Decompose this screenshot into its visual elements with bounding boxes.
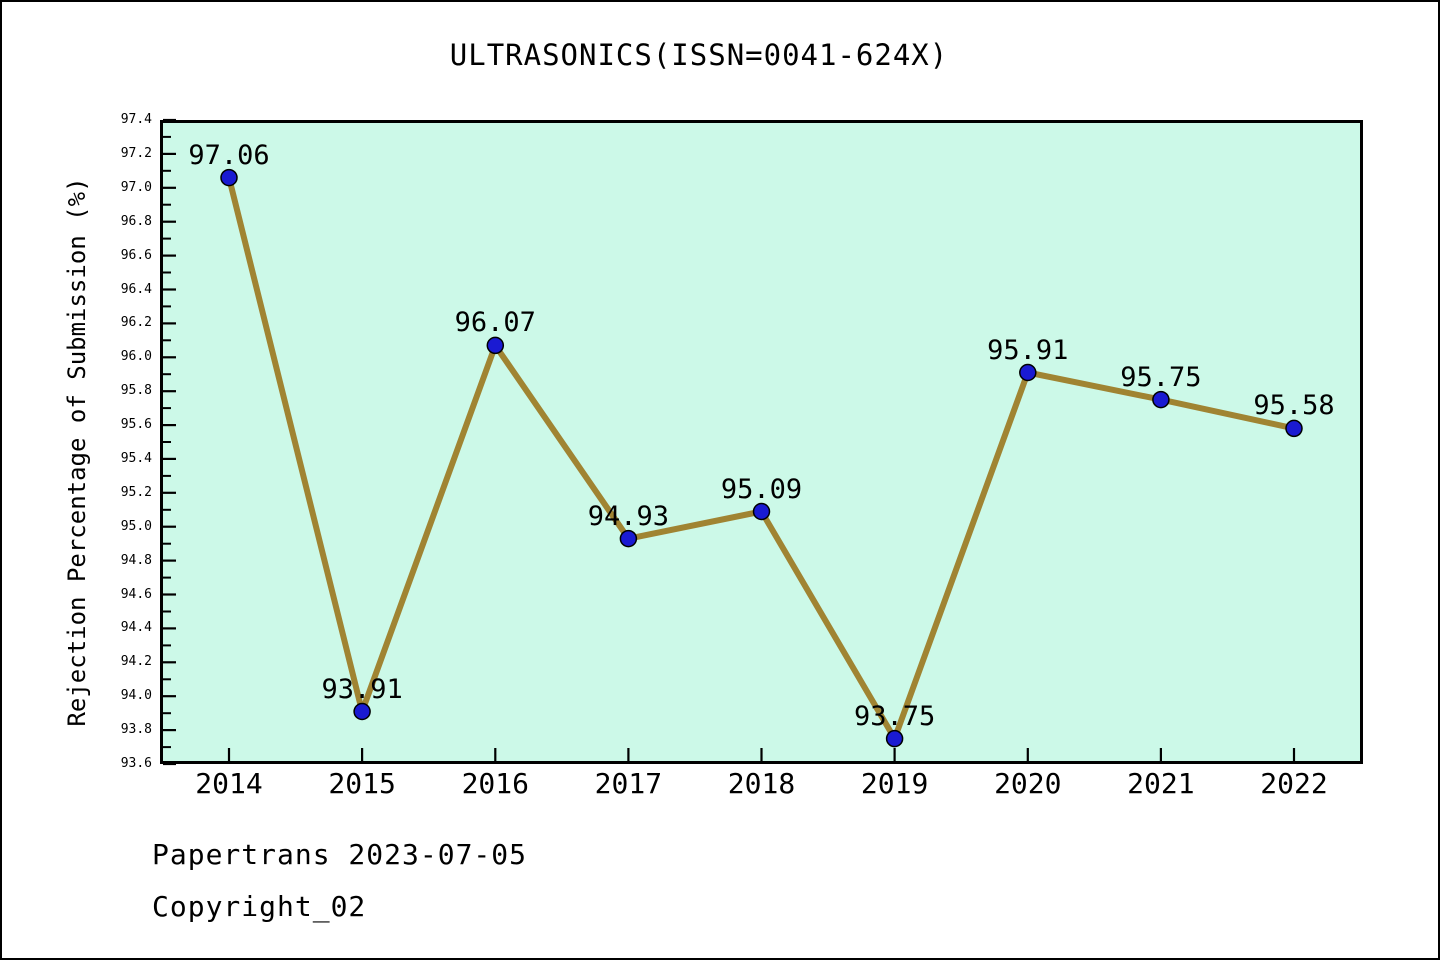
y-tick-label: 93.8: [120, 722, 152, 738]
point-label: 95.91: [987, 334, 1069, 366]
y-tick-label: 97.4: [120, 112, 152, 127]
point-label: 95.58: [1253, 390, 1335, 422]
y-tick-label: 96.4: [120, 281, 152, 297]
y-tick-label: 95.2: [120, 484, 152, 500]
point-label: 96.07: [454, 307, 536, 339]
y-tick-label: 93.6: [120, 756, 152, 771]
y-tick-label: 95.6: [120, 417, 152, 433]
y-tick-label: 94.4: [120, 620, 152, 636]
footer-line-1: Papertrans 2023-07-05: [152, 838, 528, 871]
x-tick-label: 2017: [594, 767, 663, 800]
point-label: 94.93: [587, 500, 670, 532]
y-axis-label: Rejection Percentage of Submission (%): [63, 177, 91, 727]
point-label: 93.91: [321, 673, 403, 705]
plot-area: [160, 120, 1363, 764]
y-tick-label: 96.6: [120, 247, 152, 263]
x-tick-label: 2022: [1260, 767, 1328, 800]
point-label: 93.75: [853, 700, 936, 732]
chart-title: ULTRASONICS(ISSN=0041-624X): [449, 38, 949, 72]
y-tick-label: 96.8: [120, 213, 152, 229]
point-label: 95.09: [720, 473, 803, 505]
x-tick-label: 2021: [1127, 767, 1195, 800]
y-tick-label: 95.4: [120, 450, 152, 466]
y-tick-label: 97.0: [120, 179, 152, 195]
y-tick-label: 94.8: [120, 552, 152, 568]
y-tick-label: 97.2: [120, 145, 152, 161]
point-label: 95.75: [1120, 361, 1202, 393]
x-tick-label: 2019: [860, 767, 929, 800]
y-tick-label: 94.6: [120, 586, 152, 602]
y-tick-label: 96.2: [120, 315, 152, 331]
x-tick-label: 2015: [328, 767, 396, 800]
y-tick-label: 95.0: [120, 518, 152, 534]
x-tick-label: 2014: [195, 767, 263, 800]
x-tick-label: 2018: [727, 767, 796, 800]
y-tick-label: 94.2: [120, 654, 152, 670]
y-tick-label: 96.0: [120, 349, 152, 365]
x-tick-label: 2016: [461, 767, 530, 800]
point-label: 97.06: [188, 139, 270, 171]
y-tick-label: 94.0: [120, 688, 152, 704]
footer-line-2: Copyright_02: [152, 890, 367, 923]
x-tick-label: 2020: [994, 767, 1062, 800]
y-tick-label: 95.8: [120, 383, 152, 399]
